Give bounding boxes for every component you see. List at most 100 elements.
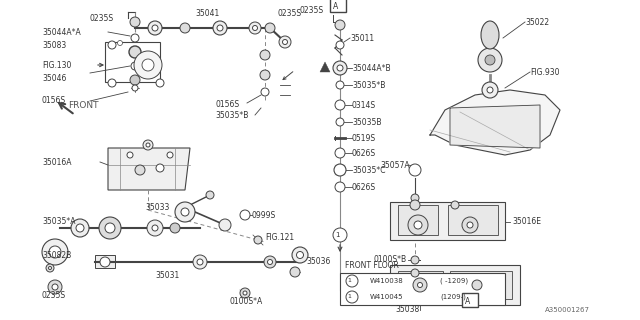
- Circle shape: [108, 41, 116, 49]
- Bar: [448, 205, 498, 235]
- Text: A350001267: A350001267: [545, 307, 590, 313]
- Circle shape: [482, 82, 498, 98]
- Circle shape: [240, 210, 250, 220]
- Circle shape: [333, 61, 347, 75]
- Circle shape: [100, 257, 110, 267]
- Circle shape: [411, 256, 419, 264]
- Circle shape: [261, 88, 269, 96]
- Text: 0156S: 0156S: [42, 95, 66, 105]
- Text: W410045: W410045: [370, 294, 403, 300]
- Circle shape: [105, 223, 115, 233]
- Text: 35035*A: 35035*A: [42, 218, 76, 227]
- Circle shape: [129, 46, 141, 58]
- Circle shape: [253, 26, 257, 30]
- Circle shape: [156, 79, 164, 87]
- Text: 35011: 35011: [350, 34, 374, 43]
- Text: 35046: 35046: [42, 74, 67, 83]
- Circle shape: [71, 219, 89, 237]
- Circle shape: [147, 220, 163, 236]
- Bar: [105, 42, 160, 82]
- Circle shape: [346, 291, 358, 303]
- Text: 0235S: 0235S: [90, 13, 114, 22]
- Text: 0626S: 0626S: [352, 148, 376, 157]
- Text: ( -1209): ( -1209): [440, 278, 468, 284]
- Circle shape: [279, 36, 291, 48]
- Circle shape: [118, 41, 122, 45]
- Circle shape: [346, 275, 358, 287]
- Circle shape: [49, 246, 61, 258]
- Circle shape: [413, 278, 427, 292]
- Text: 35057A: 35057A: [380, 161, 410, 170]
- Circle shape: [193, 255, 207, 269]
- Polygon shape: [450, 105, 540, 148]
- Circle shape: [48, 280, 62, 294]
- Text: 35016A: 35016A: [42, 157, 72, 166]
- Circle shape: [130, 17, 140, 27]
- Circle shape: [335, 100, 345, 110]
- Ellipse shape: [481, 21, 499, 49]
- Circle shape: [132, 85, 138, 91]
- Circle shape: [472, 280, 482, 290]
- Text: 0999S: 0999S: [252, 211, 276, 220]
- Circle shape: [131, 34, 139, 42]
- Circle shape: [206, 191, 214, 199]
- Circle shape: [175, 202, 195, 222]
- Circle shape: [336, 118, 344, 126]
- Circle shape: [42, 239, 68, 265]
- Circle shape: [462, 217, 478, 233]
- Text: 35036: 35036: [306, 258, 330, 267]
- Circle shape: [290, 267, 300, 277]
- Text: 35035*C: 35035*C: [352, 165, 385, 174]
- Text: 35031: 35031: [155, 270, 179, 279]
- Circle shape: [408, 215, 428, 235]
- Circle shape: [487, 87, 493, 93]
- Circle shape: [268, 260, 273, 265]
- Circle shape: [243, 291, 247, 295]
- Text: 35044A*A: 35044A*A: [42, 28, 81, 36]
- Polygon shape: [430, 90, 560, 155]
- Circle shape: [197, 259, 203, 265]
- Text: A: A: [465, 297, 470, 306]
- Circle shape: [127, 152, 133, 158]
- Circle shape: [467, 222, 473, 228]
- Circle shape: [336, 81, 344, 89]
- Circle shape: [49, 267, 51, 269]
- Text: FRONT FLOOR: FRONT FLOOR: [345, 260, 399, 269]
- Text: 0156S: 0156S: [215, 100, 239, 108]
- Circle shape: [478, 48, 502, 72]
- Text: 0235S: 0235S: [278, 9, 302, 18]
- Circle shape: [146, 143, 150, 147]
- Polygon shape: [320, 62, 330, 72]
- Text: A: A: [333, 2, 339, 11]
- Text: 35044A*B: 35044A*B: [352, 63, 390, 73]
- Text: 35033: 35033: [145, 204, 170, 212]
- Circle shape: [409, 164, 421, 176]
- Circle shape: [336, 41, 344, 49]
- Polygon shape: [95, 255, 115, 268]
- Circle shape: [282, 39, 287, 44]
- Text: 0100S*B: 0100S*B: [373, 255, 406, 265]
- Text: 35038: 35038: [395, 306, 419, 315]
- Circle shape: [52, 284, 58, 290]
- Circle shape: [249, 22, 261, 34]
- Circle shape: [417, 283, 422, 287]
- Circle shape: [265, 23, 275, 33]
- Text: 35022: 35022: [525, 18, 549, 27]
- Circle shape: [181, 208, 189, 216]
- Text: 0100S*A: 0100S*A: [230, 298, 263, 307]
- Bar: [390, 202, 505, 240]
- Bar: [398, 271, 443, 299]
- Circle shape: [130, 75, 140, 85]
- Circle shape: [292, 247, 308, 263]
- Circle shape: [152, 25, 158, 31]
- Circle shape: [411, 194, 419, 202]
- Circle shape: [46, 264, 54, 272]
- Circle shape: [76, 224, 84, 232]
- Circle shape: [411, 269, 419, 277]
- Text: 1: 1: [347, 278, 351, 284]
- Circle shape: [213, 21, 227, 35]
- Circle shape: [219, 219, 231, 231]
- Circle shape: [170, 223, 180, 233]
- Circle shape: [217, 25, 223, 31]
- Circle shape: [296, 252, 303, 259]
